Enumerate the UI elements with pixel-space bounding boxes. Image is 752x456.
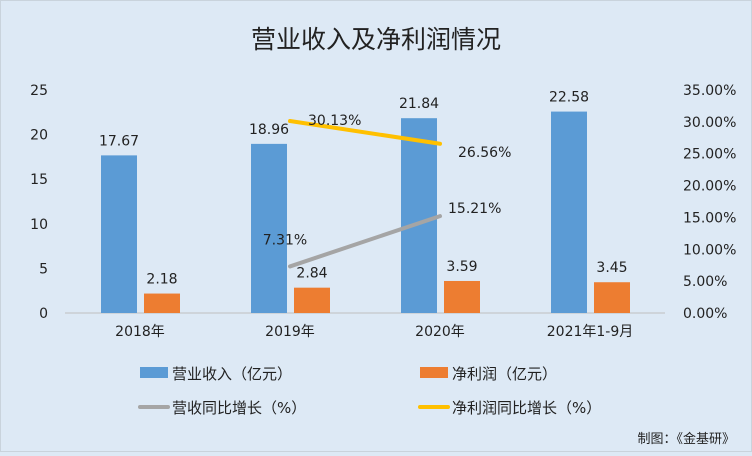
legend-label: 营收同比增长（%） (172, 399, 306, 417)
bar-revenue (551, 111, 587, 314)
y-left-tick-label: 0 (39, 306, 48, 322)
bar-net-profit (294, 287, 330, 313)
y-right-tick-label: 10.00% (683, 242, 736, 258)
x-tick-label: 2019年 (265, 324, 315, 340)
line-data-label: 7.31% (263, 232, 307, 248)
y-left-tick-label: 20 (30, 128, 48, 144)
legend-swatch (420, 367, 448, 378)
y-right-tick-label: 35.00% (683, 83, 736, 99)
bar-data-label: 2.18 (146, 272, 177, 288)
legend-label: 营业收入（亿元） (172, 365, 292, 383)
bar-data-label: 3.45 (596, 260, 627, 276)
line-data-label: 30.13% (308, 113, 361, 129)
y-right-tick-label: 25.00% (683, 147, 736, 163)
bar-data-label: 2.84 (296, 266, 327, 282)
y-left-tick-label: 5 (39, 261, 48, 277)
bar-data-label: 22.58 (549, 90, 589, 106)
bar-data-label: 3.59 (446, 259, 477, 275)
y-left-tick-label: 15 (30, 172, 48, 188)
bar-net-profit (444, 280, 480, 313)
y-right-tick-label: 5.00% (683, 274, 727, 290)
line-data-label: 26.56% (458, 145, 511, 161)
bar-revenue (401, 118, 437, 314)
x-tick-label: 2020年 (415, 324, 465, 340)
y-right-tick-label: 30.00% (683, 115, 736, 131)
x-tick-label: 2021年1-9月 (547, 324, 634, 340)
bar-revenue (251, 143, 287, 313)
bar-net-profit (144, 293, 180, 313)
y-right-tick-label: 0.00% (683, 306, 727, 322)
y-left-tick-label: 10 (30, 217, 48, 233)
legend-label: 净利润同比增长（%） (452, 399, 601, 417)
chart-title: 营业收入及净利润情况 (251, 25, 501, 54)
bar-data-label: 18.96 (249, 122, 289, 138)
y-right-tick-label: 20.00% (683, 179, 736, 195)
bar-net-profit (594, 282, 630, 313)
legend-label: 净利润（亿元） (452, 365, 557, 383)
y-left-tick-label: 25 (30, 83, 48, 99)
line-revenue-growth (288, 214, 442, 269)
bar-revenue (101, 155, 137, 313)
bar-data-label: 17.67 (99, 133, 139, 149)
line-net-profit-growth (288, 119, 442, 146)
source-note: 制图：《金基研》 (637, 431, 735, 447)
x-tick-label: 2018年 (115, 324, 165, 340)
line-data-label: 15.21% (448, 201, 501, 217)
bar-data-label: 21.84 (399, 96, 439, 112)
legend-swatch (140, 367, 168, 378)
y-right-tick-label: 15.00% (683, 210, 736, 226)
